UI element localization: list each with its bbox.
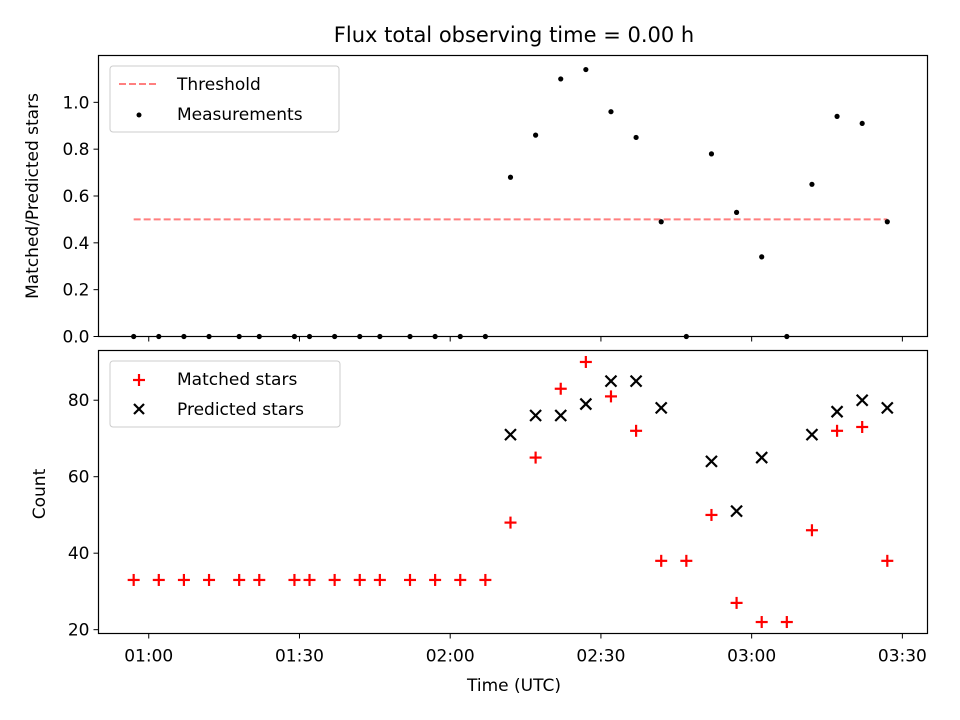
legend-matched-swatch [133, 374, 145, 386]
y-tick-label: 40 [68, 544, 90, 564]
matched-star-point [604, 390, 617, 403]
bottom-y-ticks: 20 40 60 80 [68, 391, 99, 641]
top-x-ticks [148, 336, 903, 342]
matched-star-point [177, 573, 190, 586]
top-legend: Threshold Measurements [109, 65, 340, 133]
legend-predicted-swatch [133, 403, 145, 415]
top-panel: 0.0 0.2 0.4 0.6 0.8 1.0 Matched/Predicted sta… [23, 54, 929, 348]
predicted-star-point [830, 405, 844, 418]
measurement-point [608, 109, 614, 115]
x-tick-label: 01:30 [275, 647, 324, 667]
matched-star-point [529, 451, 542, 464]
y-tick-label: 0.4 [62, 234, 89, 254]
bottom-legend: Matched stars Predicted stars [109, 360, 341, 428]
predicted-star-point [554, 409, 568, 422]
legend-threshold-label: Threshold [176, 75, 261, 95]
top-legend-box [109, 65, 340, 133]
x-tick-label: 03:30 [878, 647, 927, 667]
x-tick-label: 02:00 [426, 647, 475, 667]
y-tick-label: 0.8 [62, 140, 89, 160]
y-tick-label: 0.0 [62, 328, 89, 348]
matched-star-point [373, 573, 386, 586]
bottom-legend-box [109, 360, 341, 428]
matched-star-point [479, 573, 492, 586]
predicted-star-point [705, 455, 718, 468]
matched-star-point [630, 424, 643, 437]
y-tick-label: 80 [68, 391, 90, 411]
predicted-star-point [881, 401, 894, 415]
matched-star-point [429, 573, 442, 586]
measurement-point [834, 113, 840, 119]
matched-star-point [780, 616, 793, 629]
matched-star-point [579, 355, 592, 368]
predicted-star-point [730, 504, 743, 518]
x-tick-label: 03:00 [727, 647, 776, 667]
top-y-ticks: 0.0 0.2 0.4 0.6 0.8 1.0 [62, 93, 99, 348]
matched-star-point [288, 573, 301, 586]
matched-star-point [680, 554, 693, 567]
y-tick-label: 20 [68, 621, 90, 641]
measurement-point [507, 174, 514, 180]
matched-star-point [253, 573, 266, 586]
chart-title: Flux total observing time = 0.00 h [334, 23, 694, 47]
legend-predicted-label: Predicted stars [177, 400, 304, 420]
y-tick-label: 60 [68, 468, 90, 488]
matched-star-point [705, 508, 718, 521]
measurement-point [583, 66, 589, 73]
legend-measurements-label: Measurements [177, 105, 303, 125]
y-tick-label: 0.2 [62, 281, 89, 301]
matched-star-point [404, 573, 417, 586]
predicted-star-point [629, 374, 643, 388]
measurement-point [884, 219, 890, 225]
predicted-star-point [504, 428, 517, 441]
predicted-star-point [579, 397, 593, 411]
matched-star-point [554, 382, 567, 395]
legend-matched-label: Matched stars [177, 370, 297, 390]
matched-star-point [454, 573, 467, 586]
matched-star-point [203, 573, 216, 586]
predicted-star-point [654, 401, 668, 415]
bottom-marks [127, 355, 894, 629]
measurement-point [658, 219, 664, 225]
matched-star-point [655, 554, 668, 567]
bottom-x-ticks: 01:00 01:30 02:00 02:30 03:00 03:30 [124, 633, 927, 667]
measurement-point [809, 181, 815, 187]
y-tick-label: 0.6 [62, 187, 89, 207]
measurement-point [759, 254, 765, 260]
measurement-point [533, 132, 539, 138]
measurement-point [558, 76, 564, 82]
measurement-point [633, 134, 639, 141]
predicted-star-point [529, 409, 542, 422]
top-y-axis-label: Matched/Predicted stars [23, 93, 43, 299]
matched-star-point [353, 573, 366, 586]
matched-star-point [831, 424, 844, 437]
matched-star-point [805, 524, 818, 537]
measurement-point [733, 209, 740, 215]
matched-star-point [755, 616, 768, 629]
predicted-star-point [855, 393, 869, 407]
matched-star-point [881, 554, 894, 567]
matched-star-point [303, 573, 316, 586]
x-tick-label: 01:00 [124, 647, 173, 667]
legend-measurements-swatch [136, 112, 142, 118]
bottom-axes-frame [97, 349, 929, 635]
matched-star-point [152, 573, 165, 586]
predicted-star-point [604, 374, 618, 388]
matched-star-point [233, 573, 246, 586]
predicted-star-point [805, 428, 819, 441]
matched-star-point [127, 573, 140, 586]
x-tick-label: 02:30 [576, 647, 625, 667]
predicted-star-point [755, 451, 768, 464]
matched-star-point [730, 596, 743, 609]
matched-star-point [504, 516, 517, 529]
measurement-point [708, 151, 715, 157]
matched-star-point [328, 573, 341, 586]
bottom-y-axis-label: Count [30, 468, 50, 519]
x-axis-label: Time (UTC) [466, 676, 561, 696]
measurement-point [859, 120, 865, 127]
y-tick-label: 1.0 [62, 93, 89, 113]
matched-star-point [856, 420, 869, 433]
